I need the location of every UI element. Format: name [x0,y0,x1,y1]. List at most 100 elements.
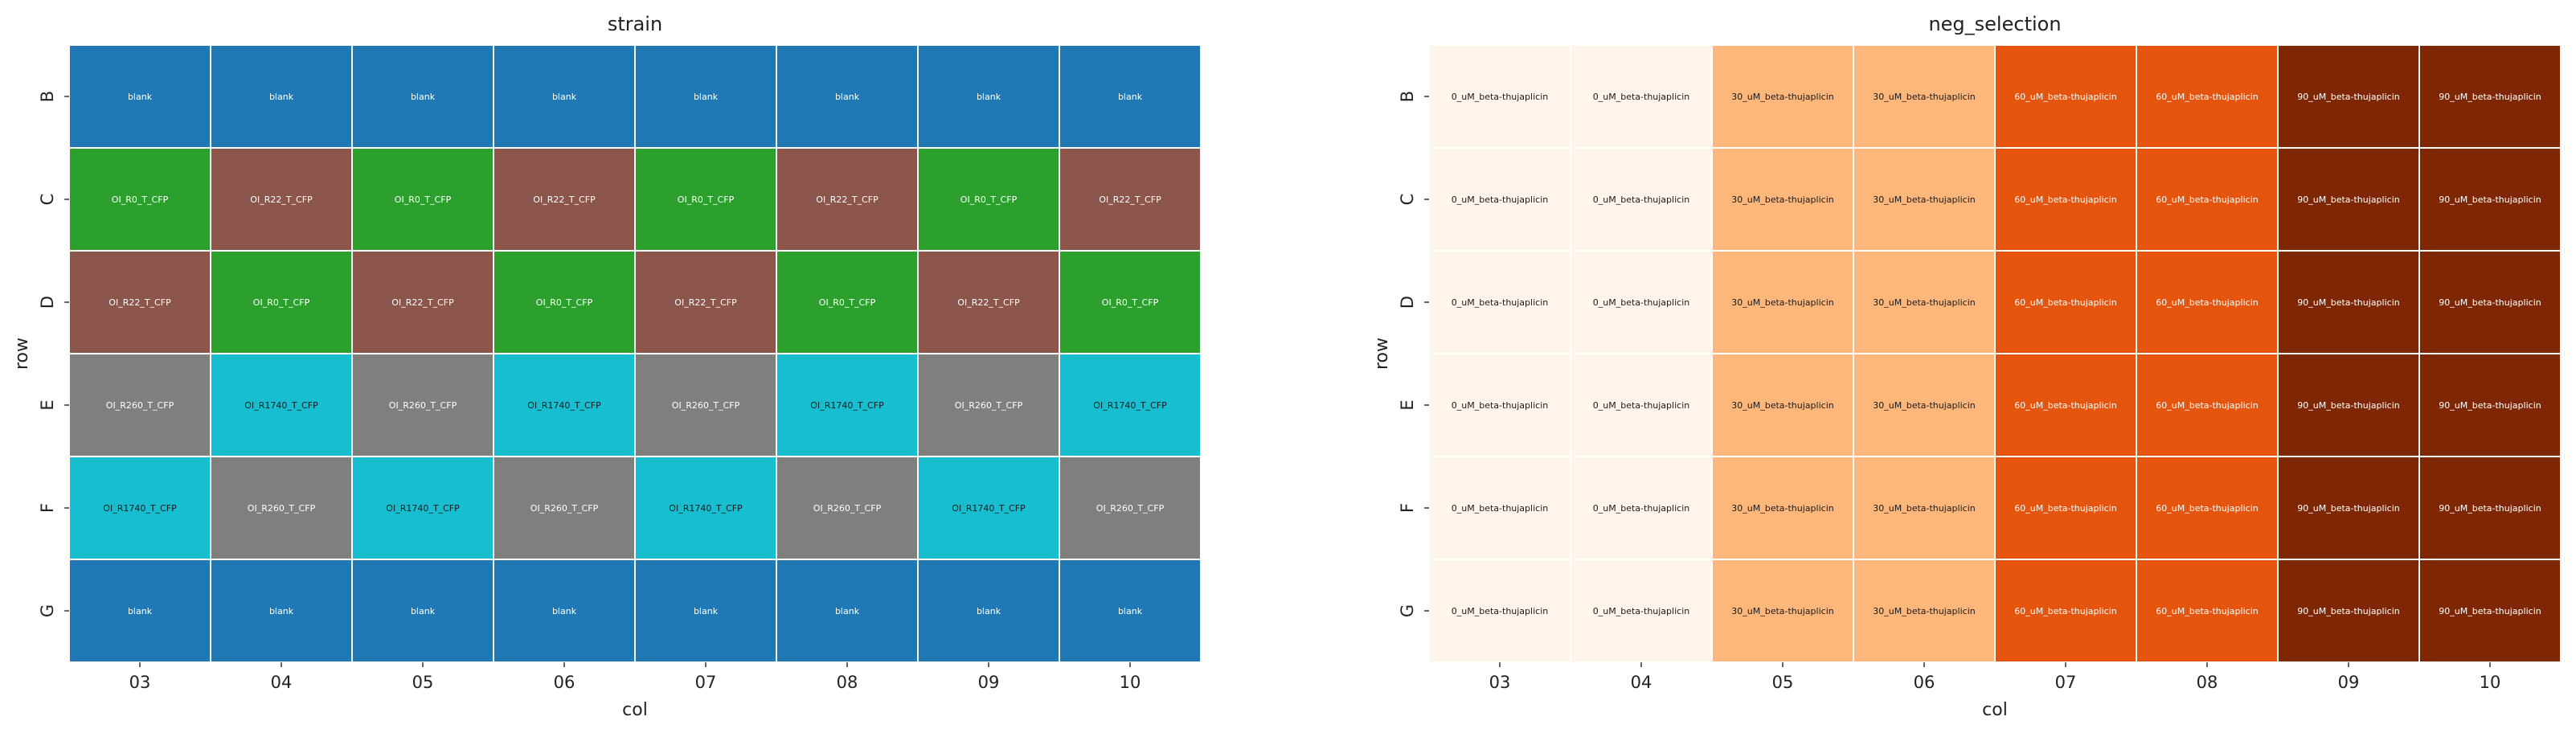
strain-cell-label: OI_R0_T_CFP [395,195,452,205]
neg-selection-cell [2418,147,2562,252]
strain-cell-label: OI_R22_T_CFP [1099,195,1161,205]
neg-selection-cell [1570,250,1713,354]
strain-cell-label: OI_R0_T_CFP [536,297,593,308]
neg-selection-x-tick-label: 04 [1631,673,1652,692]
strain-cell [210,250,353,354]
neg-selection-cell [1428,250,1571,354]
neg-selection-y-tick-label: B [1398,91,1417,102]
neg-selection-cell-label: 30_uM_beta-thujaplicin [1731,195,1833,205]
strain-ylabel: row [12,338,32,370]
neg-selection-cell-label: 30_uM_beta-thujaplicin [1731,606,1833,616]
strain-x-tick-label: 07 [695,673,717,692]
strain-cell [351,250,494,354]
neg-selection-y-tick-label: D [1398,296,1417,309]
strain-cell-label: blank [128,92,153,102]
strain-x-tick-label: 04 [271,673,293,692]
neg-selection-cell-label: 60_uM_beta-thujaplicin [2156,195,2258,205]
strain-cell-label: OI_R0_T_CFP [1102,297,1159,308]
strain-cell-label: OI_R0_T_CFP [112,195,169,205]
neg-selection-cell-label: 30_uM_beta-thujaplicin [1873,400,1975,411]
strain-cell [493,456,636,560]
neg-selection-cell-label: 90_uM_beta-thujaplicin [2439,195,2541,205]
neg-selection-cell-label: 30_uM_beta-thujaplicin [1873,92,1975,102]
neg-selection-cell-label: 60_uM_beta-thujaplicin [2014,503,2116,514]
strain-cell-label: OI_R22_T_CFP [533,195,596,205]
strain-cell-label: OI_R1740_T_CFP [810,400,884,411]
neg-selection-cell [2136,456,2279,560]
strain-x-tick-label: 08 [837,673,858,692]
strain-y-tick-label: F [38,503,57,513]
strain-title: strain [608,13,662,35]
neg-selection-cell-label: 30_uM_beta-thujaplicin [1731,92,1833,102]
strain-y-tick-label: B [38,91,57,102]
strain-cell-label: blank [1118,606,1143,616]
neg-selection-x-tick-label: 06 [1914,673,1935,692]
strain-xlabel: col [622,700,648,720]
strain-cell [634,250,777,354]
strain-cell-label: blank [1118,92,1143,102]
neg-selection-cell-label: 90_uM_beta-thujaplicin [2439,297,2541,308]
strain-cell-label: OI_R1740_T_CFP [103,503,177,514]
neg-selection-cell-label: 0_uM_beta-thujaplicin [1452,606,1548,616]
neg-selection-cell [1853,147,1996,252]
neg-selection-title: neg_selection [1928,13,2061,35]
neg-selection-cell-label: 90_uM_beta-thujaplicin [2439,606,2541,616]
neg-selection-cell-label: 0_uM_beta-thujaplicin [1452,297,1548,308]
neg-selection-cell-label: 90_uM_beta-thujaplicin [2297,297,2399,308]
neg-selection-cell [1428,353,1571,457]
strain-cell-label: blank [552,606,577,616]
neg-selection-cell [1570,559,1713,663]
strain-cell [776,559,919,663]
neg-selection-y-tick-label: E [1398,399,1417,410]
neg-selection-cell-label: 60_uM_beta-thujaplicin [2014,195,2116,205]
neg-selection-ylabel: row [1372,338,1392,370]
strain-cell [210,44,353,149]
neg-selection-cell-label: 0_uM_beta-thujaplicin [1593,195,1689,205]
strain-cell [68,353,211,457]
neg-selection-cell-label: 90_uM_beta-thujaplicin [2297,400,2399,411]
strain-cell-label: OI_R1740_T_CFP [1093,400,1167,411]
strain-x-tick-label: 09 [978,673,1000,692]
neg-selection-x-tick-label: 05 [1772,673,1794,692]
strain-cell-label: OI_R260_T_CFP [813,503,882,514]
strain-cell-label: OI_R260_T_CFP [248,503,316,514]
neg-selection-cell-label: 60_uM_beta-thujaplicin [2014,297,2116,308]
neg-selection-cell-label: 0_uM_beta-thujaplicin [1452,503,1548,514]
strain-cell-label: blank [128,606,153,616]
strain-cell-label: OI_R260_T_CFP [106,400,174,411]
strain-cell-label: OI_R260_T_CFP [389,400,457,411]
strain-x-tick-label: 05 [412,673,434,692]
neg-selection-cell-label: 0_uM_beta-thujaplicin [1593,606,1689,616]
strain-cell [917,250,1060,354]
neg-selection-y-tick-label: G [1398,604,1417,617]
neg-selection-cell-label: 90_uM_beta-thujaplicin [2297,195,2399,205]
strain-cell-label: OI_R0_T_CFP [678,195,735,205]
neg-selection-cell [1853,250,1996,354]
strain-cell-label: OI_R0_T_CFP [960,195,1018,205]
neg-selection-cell [1994,44,2137,149]
strain-x-tick-label: 03 [129,673,151,692]
neg-selection-cell-label: 30_uM_beta-thujaplicin [1731,400,1833,411]
neg-selection-cell-label: 60_uM_beta-thujaplicin [2156,400,2258,411]
strain-cell [493,250,636,354]
strain-cell-label: blank [269,606,294,616]
strain-cell [1059,456,1202,560]
neg-selection-cell-label: 30_uM_beta-thujaplicin [1731,297,1833,308]
strain-cell [351,353,494,457]
strain-cell [1059,559,1202,663]
strain-cell-label: OI_R22_T_CFP [674,297,737,308]
strain-cell [1059,147,1202,252]
strain-cell-label: OI_R1740_T_CFP [669,503,743,514]
strain-cell-label: OI_R22_T_CFP [391,297,454,308]
neg-selection-cell [1994,353,2137,457]
neg-selection-cell [2136,559,2279,663]
strain-x-tick-label: 06 [554,673,575,692]
strain-cell-label: blank [411,606,436,616]
strain-cell [634,353,777,457]
neg-selection-cell-label: 60_uM_beta-thujaplicin [2156,297,2258,308]
neg-selection-cell-label: 0_uM_beta-thujaplicin [1593,297,1689,308]
neg-selection-cell [2418,559,2562,663]
neg-selection-cell-label: 0_uM_beta-thujaplicin [1593,400,1689,411]
strain-cell [917,353,1060,457]
